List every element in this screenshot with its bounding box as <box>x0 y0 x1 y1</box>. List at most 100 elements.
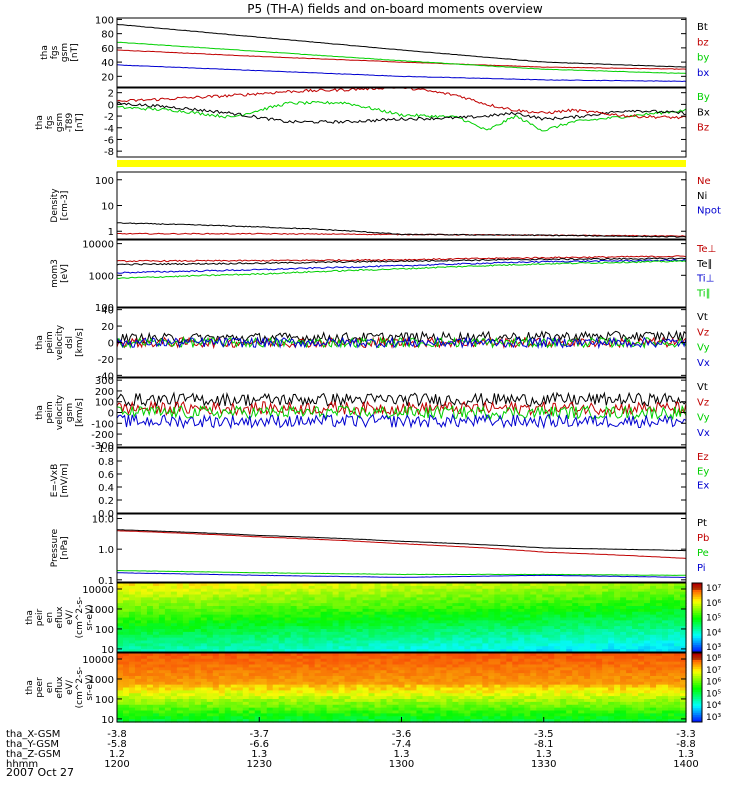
spectrogram-cell <box>602 608 609 613</box>
spectrogram-cell <box>206 653 214 657</box>
spectrogram-cell <box>416 629 424 633</box>
spectrogram-cell <box>446 681 454 686</box>
spectrogram-cell <box>380 681 388 686</box>
spectrogram-cell <box>578 594 585 598</box>
spectrogram-cell <box>674 583 681 587</box>
spectrogram-cell <box>524 701 531 706</box>
spectrogram-cell <box>608 678 615 683</box>
spectrogram-cell <box>392 620 400 624</box>
spectrogram-cell <box>236 690 244 694</box>
spectrogram-cell <box>134 690 142 694</box>
spectrogram-cell <box>566 678 573 683</box>
series-line <box>117 530 687 559</box>
spectrogram-cell <box>416 676 424 680</box>
spectrogram-cell <box>368 653 376 657</box>
spectrogram-cell <box>680 676 687 680</box>
spectrogram-cell <box>494 684 501 689</box>
spectrogram-cell <box>488 681 495 686</box>
spectrogram-cell <box>164 643 172 647</box>
spectrogram-cell <box>122 693 130 697</box>
spectrogram-cell <box>680 707 687 712</box>
spectrogram-cell <box>117 588 124 593</box>
spectrogram-cell <box>674 696 681 700</box>
spectrogram-cell <box>644 667 651 671</box>
spectrogram-cell <box>248 707 256 712</box>
spectrogram-cell <box>146 704 154 709</box>
spectrogram-cell <box>296 649 304 653</box>
spectrogram-cell <box>176 614 184 619</box>
spectrogram-cell <box>117 646 124 650</box>
colorbar-step <box>692 633 702 637</box>
spectrogram-cell <box>632 629 639 633</box>
spectrogram-cell <box>434 640 442 644</box>
spectrogram-cell <box>344 655 352 660</box>
spectrogram-cell <box>344 643 352 647</box>
spectrogram-cell <box>422 658 430 663</box>
spectrogram-cell <box>266 655 274 660</box>
spectrogram-cell <box>590 704 597 709</box>
spectrogram-cell <box>662 667 669 671</box>
spectrogram-cell <box>296 594 304 598</box>
spectrogram-cell <box>488 687 495 691</box>
spectrogram-cell <box>560 719 567 723</box>
colorbar-step <box>692 699 702 702</box>
spectrogram-cell <box>380 611 388 616</box>
spectrogram-cell <box>314 631 322 636</box>
spectrogram-cell <box>494 670 501 674</box>
spectrogram-cell <box>434 606 442 610</box>
spectrogram-cell <box>182 617 190 621</box>
spectrogram-cell <box>188 597 196 601</box>
y-axis-label-line: gsm <box>55 113 65 132</box>
spectrogram-cell <box>590 583 597 587</box>
spectrogram-cell <box>236 684 244 689</box>
spectrogram-cell <box>482 673 489 677</box>
spectrogram-cell <box>152 588 160 593</box>
spectrogram-cell <box>518 670 525 674</box>
spectrogram-cell <box>494 629 501 633</box>
spectrogram-cell <box>596 673 603 677</box>
x-tick-label: -3.3 <box>676 729 696 740</box>
spectrogram-cell <box>512 716 519 720</box>
spectrogram-cell <box>596 608 603 613</box>
spectrogram-cell <box>284 681 292 686</box>
spectrogram-cell <box>542 620 549 624</box>
spectrogram-cell <box>644 678 651 683</box>
spectrogram-cell <box>248 676 256 680</box>
spectrogram-cell <box>452 600 459 604</box>
spectrogram-cell <box>578 620 585 624</box>
spectrogram-cell <box>416 640 424 644</box>
spectrogram-cell <box>584 626 591 630</box>
spectrogram-cell <box>476 631 483 636</box>
spectrogram-cell <box>356 640 364 644</box>
y-axis-label-line: (cm^2-s- <box>75 597 85 639</box>
spectrogram-cell <box>626 661 633 666</box>
spectrogram-cell <box>164 629 172 633</box>
spectrogram-cell <box>452 716 459 720</box>
spectrogram-cell <box>614 591 621 596</box>
spectrogram-cell <box>668 719 675 723</box>
spectrogram-cell <box>632 620 639 624</box>
spectrogram-cell <box>284 617 292 621</box>
spectrogram-cell <box>428 631 436 636</box>
spectrogram-cell <box>536 620 543 624</box>
colorbar-step <box>692 708 702 711</box>
spectrogram-cell <box>278 707 286 712</box>
spectrogram-cell <box>398 710 406 714</box>
spectrogram-cell <box>662 631 669 636</box>
spectrogram-cell <box>224 690 232 694</box>
spectrogram-cell <box>530 603 537 607</box>
y-tick-label: 100 <box>95 398 114 409</box>
spectrogram-cell <box>458 643 465 647</box>
spectrogram-cell <box>668 684 675 689</box>
spectrogram-cell <box>158 608 166 613</box>
spectrogram-cell <box>650 623 657 627</box>
spectrogram-cell <box>224 629 232 633</box>
spectrogram-cell <box>422 690 430 694</box>
spectrogram-cell <box>572 620 579 624</box>
spectrogram-cell <box>488 594 495 598</box>
spectrogram-cell <box>266 664 274 668</box>
spectrogram-cell <box>452 629 459 633</box>
spectrogram-cell <box>404 704 412 709</box>
spectrogram-cell <box>218 655 226 660</box>
spectrogram-cell <box>284 690 292 694</box>
